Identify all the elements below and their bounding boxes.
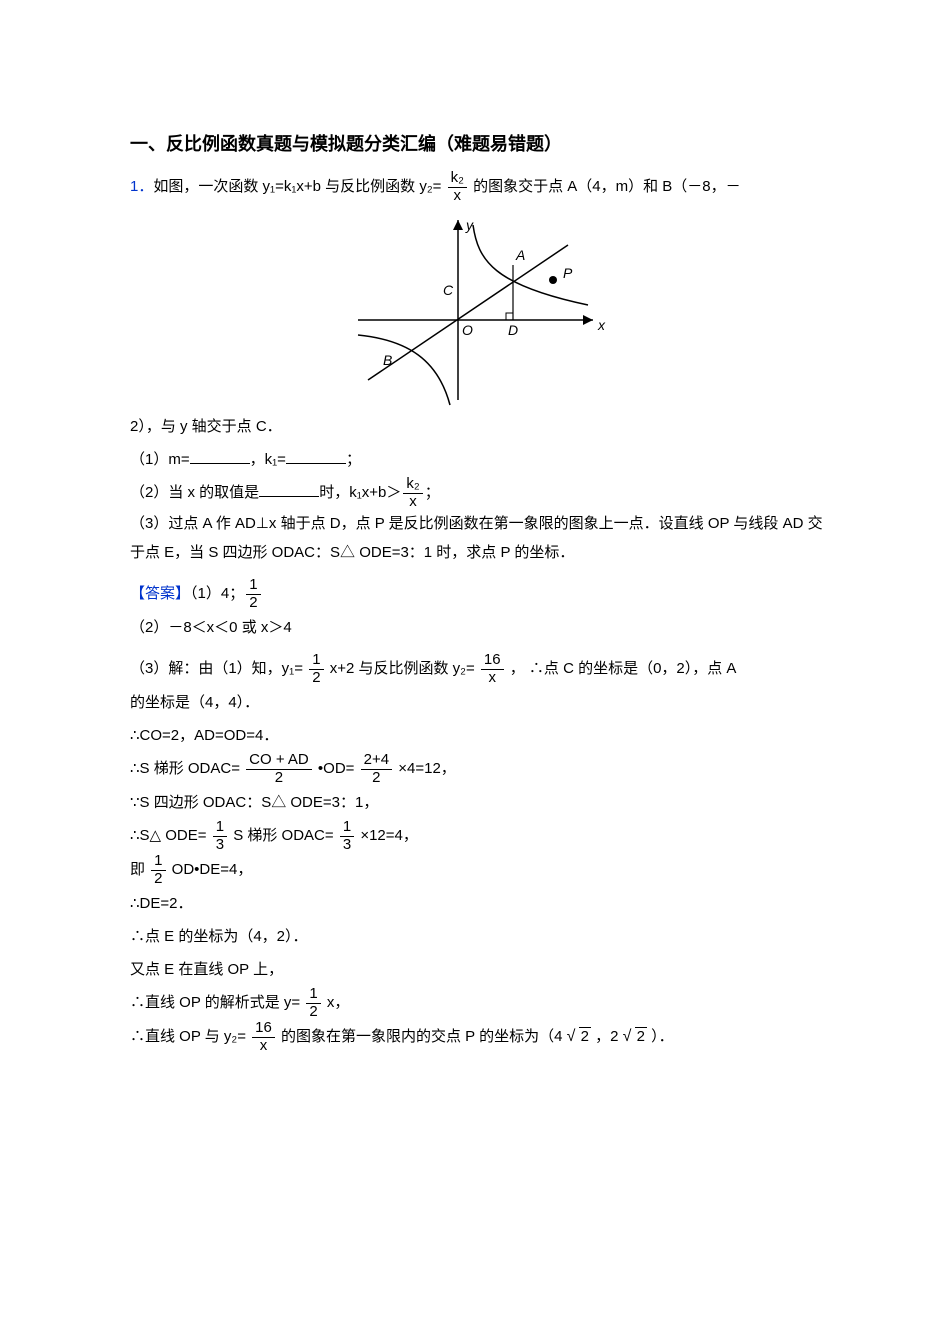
q1-number: 1． [130, 178, 153, 195]
svg-text:B: B [383, 352, 392, 368]
q1-part1: （1）m=，k₁=； [130, 443, 825, 476]
answer-label: 【答案】 [130, 585, 190, 602]
document-page: 一、反比例函数真题与模拟题分类汇编（难题易错题） 1．如图，一次函数 y₁=k₁… [0, 0, 945, 1337]
answer-3-l9: 又点 E 在直线 OP 上， [130, 953, 825, 986]
q1-part3: （3）过点 A 作 AD⊥x 轴于点 D，点 P 是反比例函数在第一象限的图象上… [130, 510, 825, 567]
blank-m [190, 448, 250, 464]
answer-3-l1: （3）解：由（1）知，y₁= 12 x+2 与反比例函数 y₂= 16x ， ∴… [130, 652, 825, 686]
answer-3-l3: ∴S 梯形 ODAC= CO + AD2 •OD= 2+42 ×4=12， [130, 752, 825, 786]
answer-3-l1b: 的坐标是（4，4）． [130, 686, 825, 719]
svg-text:P: P [563, 265, 573, 281]
section-title: 一、反比例函数真题与模拟题分类汇编（难题易错题） [130, 130, 825, 156]
sqrt-2-b: 2 [623, 1020, 647, 1053]
answer-3-l5: ∴S△ ODE= 13 S 梯形 ODAC= 13 ×12=4， [130, 819, 825, 853]
answer-3-l10: ∴直线 OP 的解析式是 y= 12 x， [130, 986, 825, 1020]
q1-figure: y x A B C D O P [338, 210, 618, 410]
answer-2: （2）－8＜x＜0 或 x＞4 [130, 611, 825, 644]
answer-3-l8: ∴点 E 的坐标为（4，2）． [130, 920, 825, 953]
svg-text:y: y [465, 217, 474, 233]
answer-3-l4: ∵S 四边形 ODAC：S△ ODE=3：1， [130, 786, 825, 819]
q1-part2: （2）当 x 的取值是时，k₁x+b＞k₂x； [130, 476, 825, 510]
sqrt-2-a: 2 [567, 1020, 591, 1053]
answer-3-l6: 即 12 OD•DE=4， [130, 853, 825, 887]
blank-x [259, 481, 319, 497]
svg-text:x: x [597, 317, 606, 333]
answer-3-l7: ∴DE=2． [130, 887, 825, 920]
q1-frac-k2x: k₂x [448, 170, 467, 204]
q1-stem-before: 如图，一次函数 y₁=k₁x+b 与反比例函数 y₂= [153, 178, 445, 195]
q1-stem-after: 的图象交于点 A（4，m）和 B（－8，－ [469, 178, 741, 195]
answer-3-l11: ∴直线 OP 与 y₂= 16x 的图象在第一象限内的交点 P 的坐标为（4 2… [130, 1020, 825, 1054]
q1-stem-line2: 2），与 y 轴交于点 C． [130, 410, 825, 443]
svg-text:O: O [462, 322, 473, 338]
svg-text:A: A [515, 247, 525, 263]
answer-1: 【答案】（1）4；12 [130, 577, 825, 611]
svg-text:D: D [508, 322, 518, 338]
q1-part2-frac: k₂x [403, 476, 422, 510]
q1-stem-line1: 1．如图，一次函数 y₁=k₁x+b 与反比例函数 y₂= k₂x 的图象交于点… [130, 170, 825, 204]
ans1-frac: 12 [246, 577, 260, 611]
svg-text:C: C [443, 282, 454, 298]
answer-3-l2: ∴CO=2，AD=OD=4． [130, 719, 825, 752]
blank-k1 [286, 448, 346, 464]
